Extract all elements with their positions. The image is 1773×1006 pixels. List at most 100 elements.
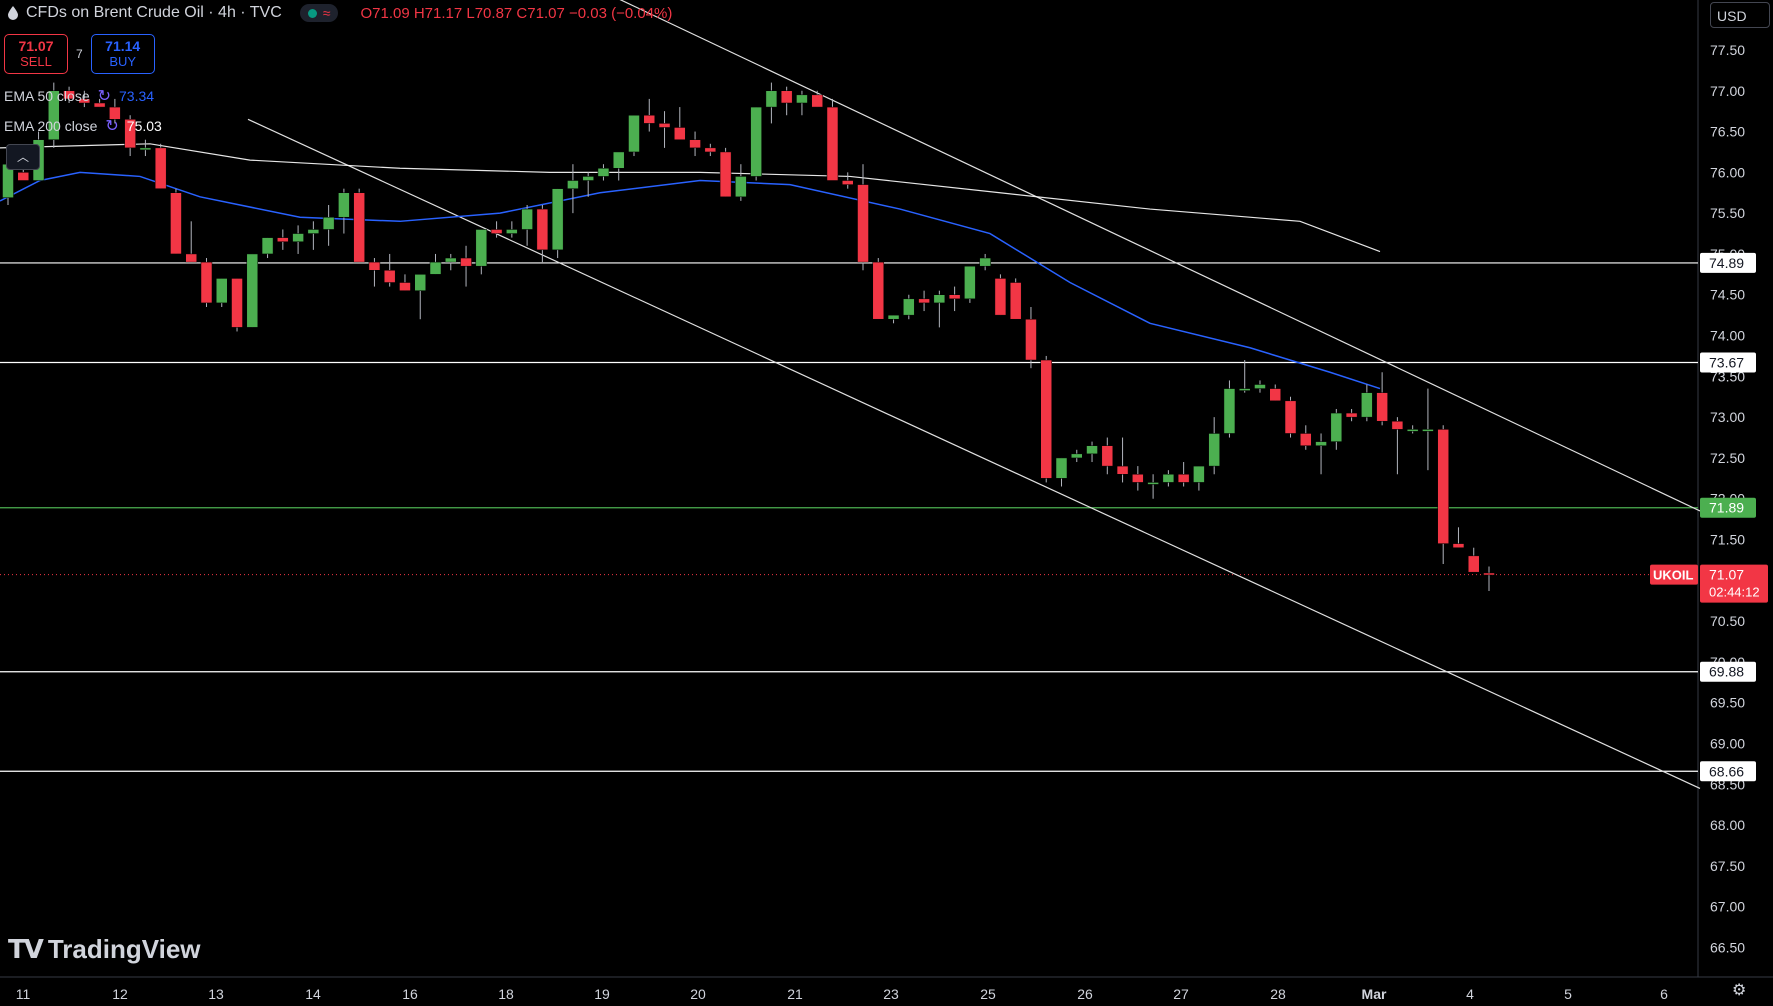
candle — [322, 204, 335, 246]
candle-body — [368, 261, 381, 271]
indicator-value: 75.03 — [126, 118, 162, 134]
tradingview-logo[interactable]: 𝗧𝗩 TradingView — [8, 934, 201, 965]
candle — [48, 82, 60, 148]
candle-body — [170, 192, 182, 255]
candle — [383, 253, 396, 287]
candle — [109, 98, 121, 124]
symbol-title[interactable]: CFDs on Brent Crude Oil · 4h · TVC — [26, 4, 282, 21]
candle — [1254, 380, 1266, 393]
candle-body — [277, 237, 289, 242]
level-price-label: 68.66 — [1709, 763, 1744, 779]
candle — [154, 143, 167, 189]
candle — [1009, 278, 1022, 320]
candle-body — [231, 278, 243, 328]
buy-button[interactable]: 71.14 BUY — [90, 34, 155, 74]
candle-body — [1147, 482, 1159, 485]
sell-button[interactable]: 71.07 SELL — [4, 34, 68, 74]
currency-selector[interactable]: USD — [1710, 2, 1770, 28]
candle — [964, 265, 976, 303]
candle — [567, 164, 579, 214]
candle — [551, 188, 564, 259]
price-tick-label: 67.00 — [1710, 899, 1745, 915]
time-tick-label: 12 — [112, 986, 128, 1002]
price-tick-label: 73.00 — [1710, 409, 1745, 425]
time-tick-label: 16 — [402, 986, 418, 1002]
candle-body — [124, 119, 136, 149]
price-tick-label: 71.50 — [1710, 532, 1745, 548]
candle-body — [826, 106, 839, 181]
candle-body — [216, 278, 228, 304]
level-price-label: 71.89 — [1709, 500, 1744, 516]
candle-body — [139, 147, 152, 151]
candle-body — [1223, 388, 1236, 434]
market-status[interactable]: ≈ — [299, 4, 339, 22]
candle — [460, 245, 472, 287]
indicator-ema200[interactable]: EMA 200 close ↻ 75.03 — [4, 116, 162, 136]
candle — [612, 151, 625, 181]
candle — [338, 188, 350, 234]
time-tick-label: 14 — [305, 986, 321, 1002]
level-price-label: 73.67 — [1709, 354, 1744, 370]
candle — [506, 221, 518, 238]
candle — [1452, 527, 1465, 548]
candle — [1483, 566, 1495, 591]
candle — [1269, 384, 1281, 402]
candle — [246, 253, 259, 328]
time-tick-label: 28 — [1270, 986, 1286, 1002]
candle-body — [322, 216, 335, 230]
candle-body — [597, 168, 610, 177]
candle-body — [1071, 453, 1083, 459]
settings-gear-icon[interactable]: ⚙ — [1732, 982, 1747, 999]
collapse-legend-button[interactable]: ︿ — [6, 144, 40, 170]
level-price-label: 69.88 — [1709, 664, 1744, 680]
candle-body — [445, 257, 457, 263]
candle-body — [704, 147, 717, 153]
candle — [979, 253, 991, 271]
price-tick-label: 69.50 — [1710, 695, 1745, 711]
candle-body — [490, 229, 503, 234]
candle-body — [948, 294, 961, 300]
candle — [597, 164, 610, 181]
tv-logo-icon: 𝗧𝗩 — [8, 934, 44, 964]
candle — [200, 258, 213, 307]
candle-body — [536, 208, 549, 251]
bar-countdown-label: 02:44:12 — [1709, 585, 1760, 600]
candle-body — [1101, 445, 1114, 467]
candle-body — [979, 257, 991, 267]
candle-body — [750, 106, 762, 177]
candle-body — [109, 106, 121, 120]
candle-body — [612, 151, 625, 169]
time-tick-label: 11 — [16, 986, 31, 1002]
level-price-tag — [1700, 252, 1756, 273]
candle-body — [1055, 457, 1068, 479]
candle — [628, 114, 640, 157]
candle-body — [735, 176, 747, 198]
candle-body — [185, 253, 197, 263]
candle — [1162, 470, 1175, 487]
candle — [170, 188, 182, 255]
last-price-tag — [1700, 564, 1768, 603]
indicator-name: EMA 200 close — [4, 118, 98, 134]
candle — [903, 294, 915, 320]
candle-body — [1009, 282, 1022, 320]
candle-body — [200, 261, 213, 304]
indicator-ema50[interactable]: EMA 50 close ↻ 73.34 — [4, 86, 154, 106]
time-tick-label: 21 — [787, 986, 803, 1002]
candle-body — [903, 298, 915, 316]
trend-line — [619, 0, 1701, 512]
candle — [63, 86, 75, 103]
candle-body — [780, 90, 793, 104]
time-tick-label: 5 — [1564, 986, 1572, 1002]
price-tick-label: 67.50 — [1710, 858, 1745, 874]
candle — [765, 82, 778, 124]
candle — [1406, 425, 1419, 434]
market-open-icon — [307, 8, 317, 18]
candle-body — [1284, 400, 1297, 434]
buy-price: 71.14 — [105, 38, 141, 54]
candle-body — [1208, 433, 1220, 467]
candle — [1422, 388, 1434, 471]
candle-body — [521, 208, 533, 230]
price-tick-label: 74.50 — [1710, 287, 1745, 303]
candle-body — [887, 314, 900, 320]
